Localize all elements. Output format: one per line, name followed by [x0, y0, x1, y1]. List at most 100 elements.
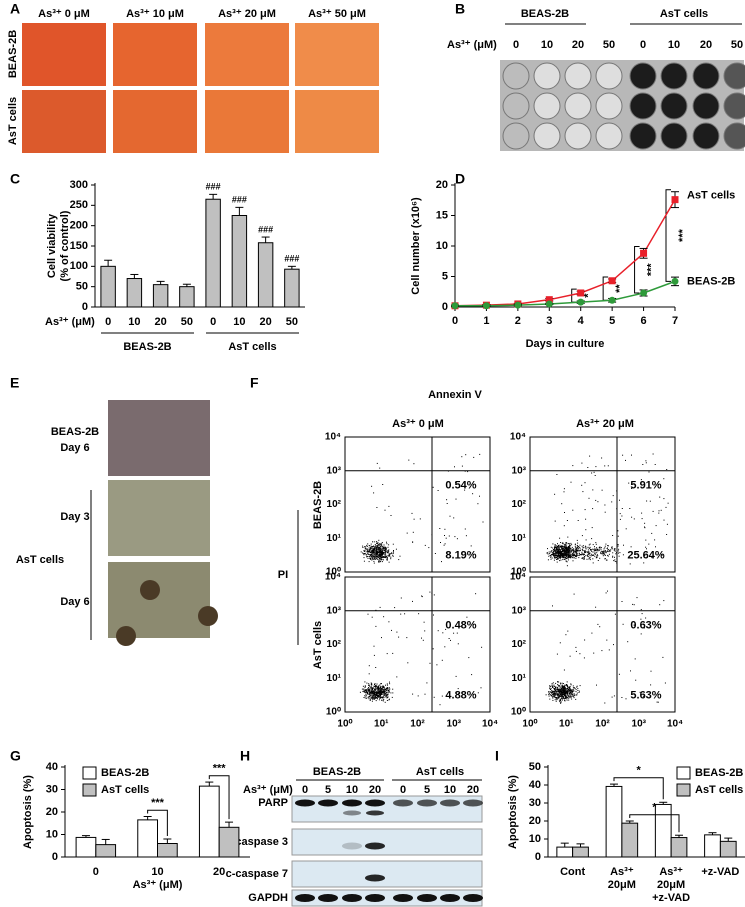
well [502, 122, 530, 150]
event-dot [551, 552, 553, 554]
event-dot [583, 554, 585, 556]
event-dot [618, 548, 620, 550]
event-dot [570, 481, 572, 483]
event-dot [565, 560, 567, 562]
event-dot [656, 701, 658, 703]
event-dot [378, 545, 380, 547]
event-dot [371, 546, 373, 548]
event-dot [384, 509, 386, 511]
event-dot [379, 697, 381, 699]
event-dot [381, 693, 383, 695]
legend-swatch [676, 766, 691, 780]
event-dot [385, 694, 387, 696]
event-dot [645, 460, 647, 462]
event-dot [575, 650, 577, 652]
event-dot [571, 544, 573, 546]
dose-label: 10 [444, 784, 456, 796]
event-dot [387, 559, 388, 561]
marker [514, 301, 522, 309]
event-dot [556, 556, 558, 558]
event-dot [376, 554, 377, 556]
event-dot [595, 548, 597, 550]
event-dot [641, 613, 643, 615]
event-dot [591, 632, 593, 634]
cell-label: BEAS-2B [51, 426, 99, 438]
event-dot [384, 556, 386, 558]
x-tick-label: 10 [233, 316, 245, 328]
event-dot [380, 694, 382, 696]
event-dot [566, 692, 568, 694]
event-dot [561, 687, 563, 689]
event-dot [557, 554, 559, 556]
event-dot [383, 556, 385, 558]
event-dot [570, 694, 572, 696]
event-dot [465, 454, 467, 456]
event-dot [423, 621, 425, 623]
event-dot [456, 632, 458, 634]
event-dot [563, 491, 565, 493]
x-tick-label: 10¹ [374, 719, 389, 730]
event-dot [444, 646, 446, 648]
event-dot [602, 553, 604, 555]
event-dot [548, 555, 550, 557]
event-dot [560, 691, 561, 692]
event-dot [573, 697, 575, 699]
event-dot [477, 503, 479, 505]
event-dot [569, 690, 571, 692]
event-dot [584, 545, 586, 547]
event-dot [588, 551, 590, 553]
event-dot [567, 630, 569, 632]
x-tick-label: 10⁰ [337, 719, 352, 730]
event-dot [366, 689, 368, 691]
significance-bracket [629, 814, 680, 833]
event-dot [583, 557, 585, 559]
event-dot [392, 652, 394, 654]
x-tick-label: +z-VAD [701, 866, 739, 878]
event-dot [441, 695, 443, 697]
event-dot [582, 550, 584, 552]
event-dot [558, 689, 560, 691]
event-dot [565, 688, 567, 690]
event-dot [648, 471, 650, 473]
event-dot [607, 549, 609, 551]
event-dot [370, 552, 372, 553]
y-axis-label: Apoptosis (%) [22, 775, 34, 849]
event-dot [585, 546, 587, 548]
x-tick-label: 10⁰ [522, 719, 537, 730]
event-dot [562, 687, 563, 688]
event-dot [380, 554, 382, 556]
event-dot [572, 548, 574, 550]
event-dot [564, 547, 566, 549]
event-dot [562, 683, 564, 684]
error-bar [130, 273, 139, 279]
event-dot [445, 537, 447, 539]
event-dot [551, 694, 553, 696]
event-dot [379, 684, 381, 686]
event-dot [570, 693, 572, 695]
event-dot [380, 691, 382, 693]
event-dot [579, 544, 581, 546]
event-dot [604, 465, 606, 467]
event-dot [572, 553, 573, 555]
well [564, 62, 592, 90]
event-dot [380, 548, 382, 549]
event-dot [606, 639, 608, 641]
event-dot [646, 548, 647, 550]
band [365, 874, 385, 882]
event-dot [579, 685, 581, 687]
bar [179, 286, 195, 308]
event-dot [586, 551, 588, 553]
event-dot [562, 691, 564, 693]
event-dot [593, 550, 595, 552]
y-tick-label: 0 [442, 301, 448, 313]
well [502, 92, 530, 120]
event-dot [375, 546, 377, 548]
event-dot [559, 537, 561, 539]
event-dot [594, 553, 596, 555]
blot [291, 860, 483, 888]
event-dot [387, 694, 389, 696]
event-dot [552, 686, 554, 688]
event-dot [613, 560, 615, 562]
event-dot [556, 545, 558, 547]
error-bar [708, 832, 717, 835]
